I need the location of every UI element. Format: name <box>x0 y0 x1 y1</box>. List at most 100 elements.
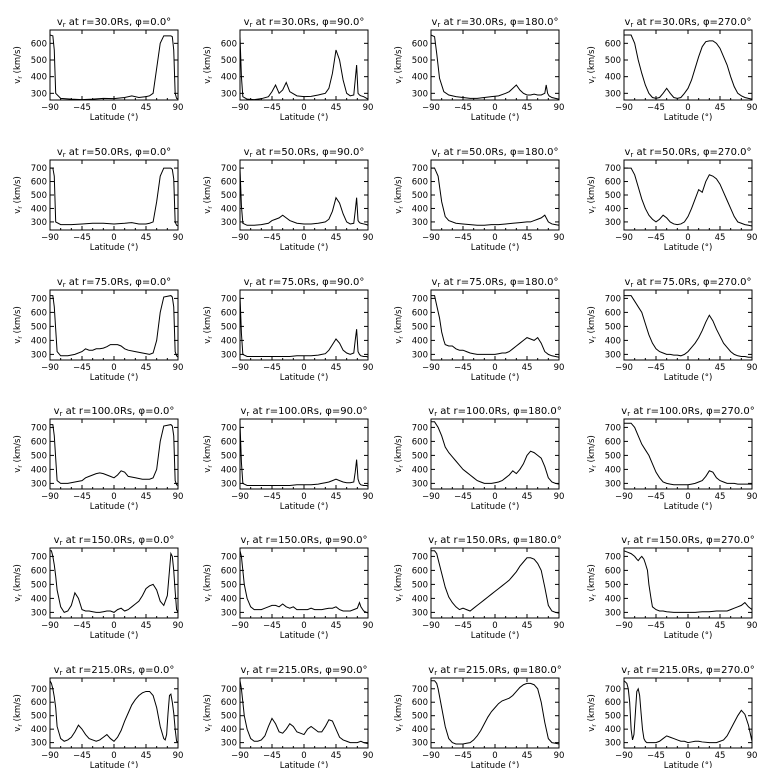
x-axis-label: Latitude (°) <box>90 373 139 383</box>
y-tick-label: 700 <box>221 552 237 562</box>
y-tick-label: 500 <box>412 56 428 66</box>
y-axis-label: vr (km/s) <box>394 435 405 473</box>
x-axis-label: Latitude (°) <box>90 502 139 512</box>
series-line <box>624 422 752 486</box>
x-axis-label: Latitude (°) <box>664 502 713 512</box>
x-tick-label: 90 <box>554 751 565 761</box>
y-tick-label: 400 <box>31 204 47 214</box>
y-axis-label: vr (km/s) <box>394 176 405 214</box>
y-tick-label: 300 <box>31 350 47 360</box>
series-line <box>624 295 752 358</box>
panel-title: vr at r=50.0Rs, φ=90.0° <box>244 147 365 159</box>
y-tick-label: 300 <box>221 350 237 360</box>
y-tick-label: 300 <box>221 218 237 228</box>
x-tick-label: 45 <box>522 492 533 502</box>
y-tick-label: 400 <box>221 725 237 735</box>
series-line <box>623 550 753 613</box>
plot-frame <box>430 547 560 619</box>
x-tick-label: 45 <box>715 103 726 113</box>
y-tick-label: 700 <box>221 423 237 433</box>
panel-10: vr at r=75.0Rs, φ=90.0° −90 −45 0 45 90 300 400… <box>203 277 373 383</box>
y-tick-label: 600 <box>412 178 428 188</box>
x-tick-label: 0 <box>301 363 306 373</box>
y-tick-label: 500 <box>605 56 621 66</box>
x-tick-label: 90 <box>747 621 758 631</box>
y-axis-label: vr (km/s) <box>13 694 24 732</box>
x-tick-label: 0 <box>492 492 497 502</box>
y-tick-label: 700 <box>31 685 47 695</box>
y-tick-label: 600 <box>31 308 47 318</box>
y-tick-label: 300 <box>221 479 237 489</box>
y-axis-label: vr (km/s) <box>587 435 598 473</box>
x-axis-label: Latitude (°) <box>664 631 713 641</box>
y-tick-label: 300 <box>31 739 47 749</box>
x-tick-label: −45 <box>263 103 281 113</box>
x-tick-label: 45 <box>715 621 726 631</box>
panel-2: vr at r=30.0Rs, φ=90.0° −90 −45 0 45 90 300 400… <box>203 17 373 123</box>
y-tick-label: 400 <box>221 336 237 346</box>
y-tick-label: 700 <box>221 294 237 304</box>
plot-frame <box>623 418 753 490</box>
x-axis-label: Latitude (°) <box>664 243 713 253</box>
y-axis-label: vr (km/s) <box>13 306 24 344</box>
x-tick-label: 90 <box>173 103 184 113</box>
y-axis-label: vr (km/s) <box>587 46 598 84</box>
panel-24: vr at r=215.0Rs, φ=270.0° −90 −45 0 45 90 300 4… <box>587 665 757 768</box>
y-tick-label: 300 <box>412 608 428 618</box>
series-line <box>623 680 753 744</box>
y-axis-label: vr (km/s) <box>203 306 214 344</box>
x-tick-label: −45 <box>454 363 472 373</box>
x-tick-label: −90 <box>615 233 633 243</box>
panel-5: vr at r=50.0Rs, φ=0.0° −90 −45 0 45 90 300 400 5… <box>13 147 183 253</box>
x-tick-label: −90 <box>231 363 249 373</box>
panel-title: vr at r=215.0Rs, φ=180.0° <box>428 665 561 677</box>
y-tick-label: 500 <box>605 191 621 201</box>
x-tick-label: 90 <box>173 621 184 631</box>
series-line <box>49 34 179 101</box>
x-tick-label: −90 <box>615 492 633 502</box>
x-tick-label: 90 <box>554 233 565 243</box>
panel-22: vr at r=215.0Rs, φ=90.0° −90 −45 0 45 90 300 40… <box>203 665 373 768</box>
x-axis-label: Latitude (°) <box>471 502 520 512</box>
y-axis-label: vr (km/s) <box>203 564 214 602</box>
y-tick-label: 400 <box>412 336 428 346</box>
panel-title: vr at r=150.0Rs, φ=90.0° <box>240 535 367 547</box>
panel-title: vr at r=75.0Rs, φ=270.0° <box>624 277 751 289</box>
x-tick-label: −90 <box>615 751 633 761</box>
plot-frame <box>239 289 369 361</box>
x-tick-label: −45 <box>454 621 472 631</box>
y-axis-label: vr (km/s) <box>203 176 214 214</box>
y-axis-label: vr (km/s) <box>587 176 598 214</box>
y-tick-label: 700 <box>221 685 237 695</box>
x-axis-label: Latitude (°) <box>664 761 713 768</box>
series-line <box>49 680 179 743</box>
x-tick-label: 45 <box>141 621 152 631</box>
x-tick-label: 0 <box>111 751 116 761</box>
panel-title: vr at r=50.0Rs, φ=270.0° <box>624 147 751 159</box>
y-tick-label: 500 <box>221 56 237 66</box>
y-tick-label: 600 <box>605 39 621 49</box>
y-tick-label: 700 <box>412 294 428 304</box>
y-tick-label: 300 <box>221 739 237 749</box>
y-tick-label: 500 <box>412 451 428 461</box>
y-tick-label: 600 <box>221 39 237 49</box>
y-tick-label: 600 <box>605 308 621 318</box>
y-tick-label: 600 <box>221 178 237 188</box>
x-tick-label: −45 <box>647 621 665 631</box>
x-tick-label: −90 <box>422 751 440 761</box>
y-tick-label: 600 <box>605 566 621 576</box>
panel-15: vr at r=100.0Rs, φ=180.0° −90 −45 0 45 90 300 4… <box>394 406 564 512</box>
x-axis-label: Latitude (°) <box>90 243 139 253</box>
x-tick-label: 0 <box>111 492 116 502</box>
series-line <box>431 295 560 358</box>
y-tick-label: 400 <box>605 204 621 214</box>
y-tick-label: 500 <box>605 451 621 461</box>
y-axis-label: vr (km/s) <box>13 564 24 602</box>
y-tick-label: 300 <box>605 479 621 489</box>
y-tick-label: 500 <box>412 580 428 590</box>
y-tick-label: 400 <box>221 73 237 83</box>
y-tick-label: 600 <box>412 566 428 576</box>
panel-14: vr at r=100.0Rs, φ=90.0° −90 −45 0 45 90 300 40… <box>203 406 373 512</box>
panel-21: vr at r=215.0Rs, φ=0.0° −90 −45 0 45 90 300 400… <box>13 665 183 768</box>
